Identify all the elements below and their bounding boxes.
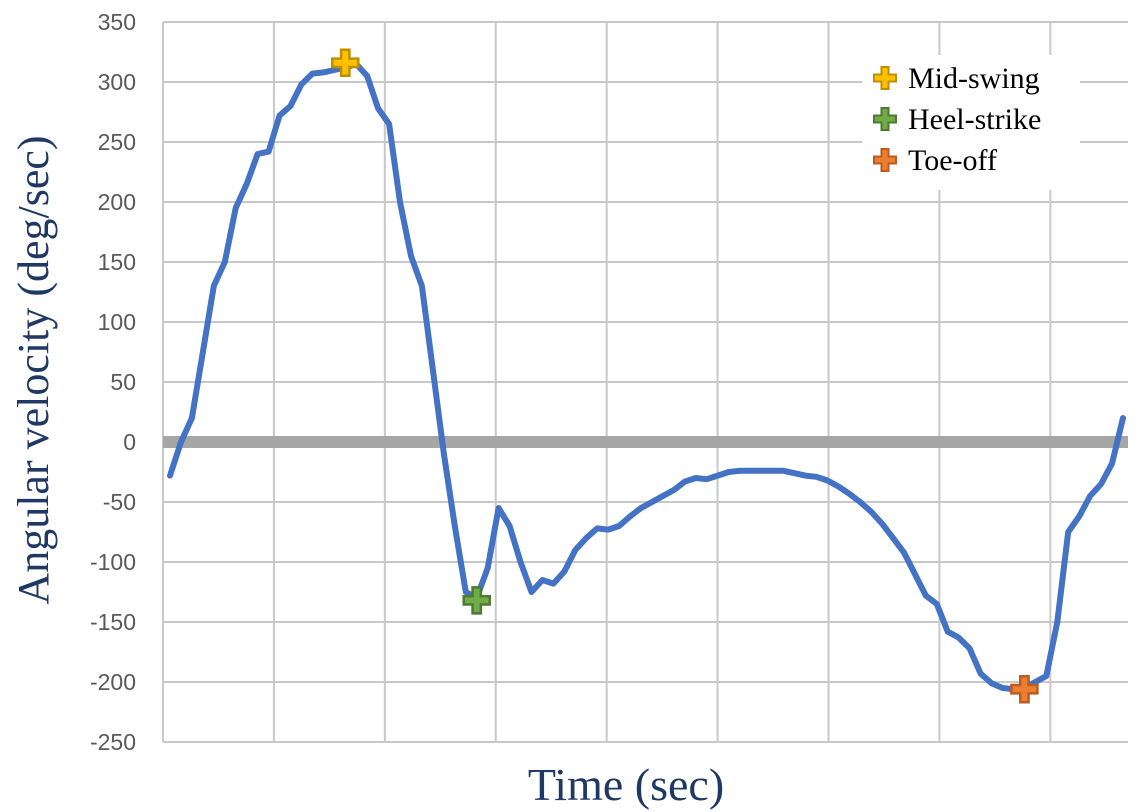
legend: Mid-swing Heel-strike Toe-off (862, 55, 1080, 190)
y-axis-title: Angular velocity (deg/sec) (9, 135, 58, 604)
marker-toe-off (1010, 674, 1039, 704)
legend-marker-icon (873, 148, 897, 172)
marker-heel-strike (462, 586, 491, 615)
legend-label: Mid-swing (908, 62, 1040, 95)
y-tick-label: 0 (123, 429, 136, 455)
y-tick-labels: -250 -200 -150 -100 -50 0 50 100 150 200 250 300 350 (90, 9, 136, 755)
event-markers (331, 48, 1039, 704)
y-tick-label: 350 (98, 9, 136, 35)
y-tick-label: -250 (90, 729, 136, 755)
y-tick-label: -100 (90, 549, 136, 575)
y-tick-label: -150 (90, 609, 136, 635)
legend-label: Heel-strike (908, 103, 1041, 136)
y-tick-label: 50 (110, 369, 136, 395)
y-tick-label: 200 (98, 189, 136, 215)
axes (163, 436, 1128, 743)
y-tick-label: 250 (98, 129, 136, 155)
x-axis-title: Time (sec) (528, 759, 724, 810)
marker-mid-swing (331, 48, 360, 78)
legend-label: Toe-off (908, 144, 997, 177)
legend-box (862, 55, 1080, 190)
legend-marker-icon (873, 107, 897, 131)
y-tick-label: 100 (98, 309, 136, 335)
y-tick-label: -200 (90, 669, 136, 695)
y-tick-label: -50 (103, 489, 136, 515)
series-layer (167, 61, 1126, 693)
legend-marker-icon (873, 66, 897, 90)
y-tick-label: 300 (98, 69, 136, 95)
y-tick-label: 150 (98, 249, 136, 275)
series-line (167, 61, 1126, 693)
